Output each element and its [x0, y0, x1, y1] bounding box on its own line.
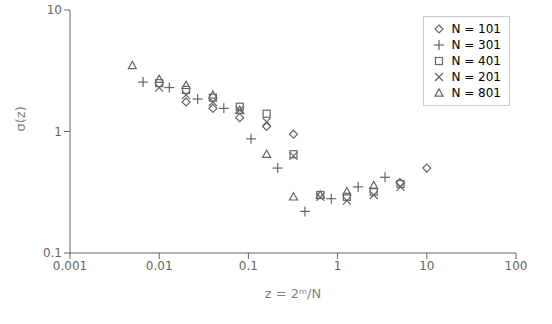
svg-text:100: 100 — [505, 259, 528, 273]
html-text:N = 301: N = 301 — [451, 38, 501, 52]
svg-text:10: 10 — [419, 259, 434, 273]
svg-text:0.001: 0.001 — [53, 259, 87, 273]
html-text:N = 801: N = 801 — [451, 86, 501, 100]
svg-text:10: 10 — [47, 3, 62, 17]
svg-text:0.1: 0.1 — [239, 259, 258, 273]
svg-text:0.01: 0.01 — [146, 259, 173, 273]
svg-text:z = 2ᵐ/N: z = 2ᵐ/N — [265, 286, 321, 301]
html-text:N = 201: N = 201 — [451, 70, 501, 84]
svg-text:σ(z): σ(z) — [13, 106, 28, 131]
html-text:N = 401: N = 401 — [451, 54, 501, 68]
html-text:N = 101: N = 101 — [451, 22, 501, 36]
svg-text:1: 1 — [54, 125, 62, 139]
svg-text:0.1: 0.1 — [43, 246, 62, 260]
svg-text:1: 1 — [334, 259, 342, 273]
